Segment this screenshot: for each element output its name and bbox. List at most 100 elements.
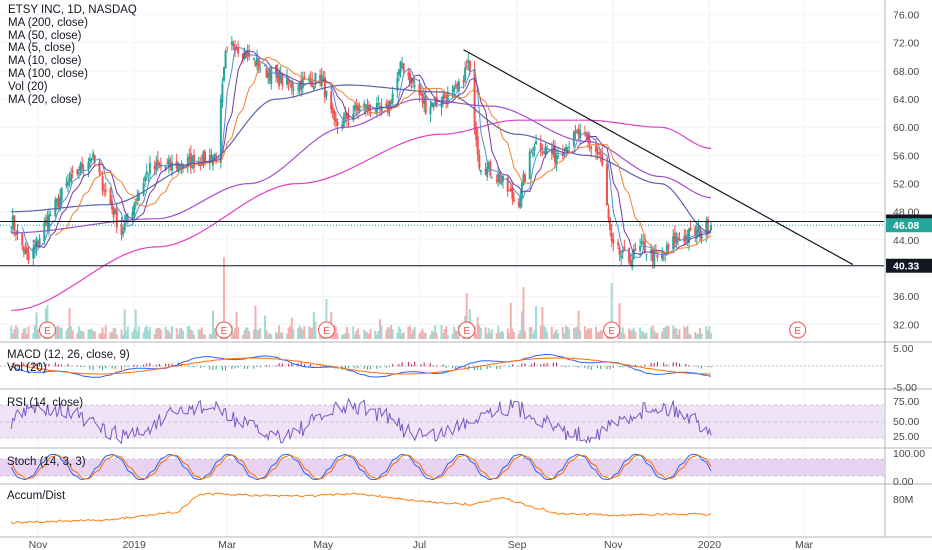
volume-bar [347, 333, 350, 339]
candle-body [148, 162, 151, 174]
macd-histogram-bar [407, 361, 409, 367]
volume-spike [325, 299, 328, 339]
volume-bar [137, 326, 140, 339]
candle-body [621, 249, 624, 253]
macd-histogram-bar [568, 366, 570, 367]
macd-histogram-bar [168, 363, 170, 367]
volume-bar [517, 334, 520, 339]
legend-ma50[interactable]: MA (50, close) [8, 29, 82, 42]
candle-body [81, 163, 84, 170]
accum-tick-label: 80M [893, 494, 913, 506]
macd-histogram-bar [143, 364, 145, 367]
volume-bar [385, 330, 388, 339]
time-tick-label: Mar [795, 539, 814, 550]
volume-bar [112, 328, 115, 339]
candle-body [142, 183, 145, 195]
volume-bar [555, 329, 558, 339]
stoch-pane-label[interactable]: Stoch (14, 3, 3) [7, 456, 86, 468]
candle-body [445, 100, 448, 104]
candle-body [287, 77, 290, 84]
macd-histogram-bar [225, 366, 227, 371]
candle-body [484, 168, 487, 175]
volume-spike [610, 283, 613, 339]
vol-pane-label[interactable]: Vol (20) [7, 362, 47, 374]
volume-bar [254, 305, 257, 339]
volume-bar [208, 334, 211, 339]
volume-bar [443, 329, 446, 339]
candle-body [90, 158, 93, 161]
candle-body [497, 173, 500, 183]
volume-bar [134, 309, 137, 339]
volume-bar [364, 332, 367, 339]
candle-body [114, 210, 117, 215]
earnings-marker [215, 321, 233, 339]
volume-bar [634, 331, 637, 339]
volume-bar [68, 307, 71, 339]
macd-histogram-bar [486, 366, 488, 370]
candle-body [347, 115, 350, 121]
volume-bar [210, 333, 213, 339]
volume-bar [344, 332, 347, 339]
macd-histogram-bar [54, 362, 56, 367]
volume-bar [298, 325, 301, 339]
macd-histogram-bar [187, 365, 189, 367]
legend-ma100[interactable]: MA (100, close) [8, 67, 88, 80]
candle-body [594, 145, 597, 153]
candle-body [224, 50, 227, 69]
accum-pane-label[interactable]: Accum/Dist [7, 490, 66, 502]
macd-pane-label[interactable]: MACD (12, 26, close, 9) [7, 349, 130, 361]
volume-bar [59, 328, 62, 339]
candle-body [478, 155, 481, 169]
candle-body [147, 173, 150, 175]
legend-ma200[interactable]: MA (200, close) [8, 16, 88, 29]
candle-body [330, 91, 333, 110]
price-tick-label: 68.00 [893, 66, 919, 78]
macd-histogram-bar [543, 363, 545, 367]
volume-bar [265, 330, 268, 339]
price-tick-label: 32.00 [893, 319, 919, 331]
candle-body [542, 151, 545, 153]
volume-bar [497, 325, 500, 339]
candle-body [333, 111, 336, 121]
time-tick-label: Nov [604, 539, 623, 550]
macd-histogram-bar [83, 366, 85, 368]
volume-bar [662, 327, 665, 339]
volume-bar [478, 325, 481, 339]
volume-bar [131, 331, 134, 339]
oscillator-bands [0, 404, 884, 477]
price-axis[interactable]: 76.0072.0068.0064.0060.0056.0052.0048.00… [886, 10, 932, 506]
candle-body [583, 132, 586, 134]
volume-spike [222, 257, 225, 339]
rsi-tick-label: 25.00 [893, 431, 919, 443]
volume-bar [182, 330, 185, 339]
macd-histogram-bar [622, 366, 624, 368]
volume-bar [189, 329, 192, 339]
candle-body [144, 176, 147, 182]
candle-body [476, 136, 479, 155]
time-axis[interactable]: Nov 2019 Mar May Jul Sep Nov 2020 Mar [29, 539, 814, 550]
volume-bar [177, 334, 180, 339]
legend-vol[interactable]: Vol (20) [8, 80, 48, 93]
volume-bar [356, 328, 359, 339]
volume-bar [120, 329, 123, 339]
earnings-marker-label: E [608, 326, 615, 337]
rsi-pane-label[interactable]: RSI (14, close) [7, 397, 84, 409]
candle-body [399, 61, 402, 73]
macd-histogram-bar [458, 366, 460, 368]
volume-bar [440, 325, 443, 339]
volume-bar [530, 326, 533, 339]
trendline[interactable] [463, 49, 854, 266]
macd-histogram-bar [477, 366, 479, 370]
macd-histogram-bar [672, 362, 674, 367]
legend-ma20[interactable]: MA (20, close) [8, 93, 82, 106]
volume-bar [366, 331, 369, 339]
volume-bar [352, 326, 355, 339]
legend-ma10[interactable]: MA (10, close) [8, 55, 82, 68]
macd-histogram-bar [597, 366, 599, 369]
candle-body [21, 233, 24, 246]
legend-ma5[interactable]: MA (5, close) [8, 42, 76, 55]
volume-bar [566, 326, 569, 339]
candle-body [49, 215, 52, 217]
volume-bar [535, 306, 538, 339]
